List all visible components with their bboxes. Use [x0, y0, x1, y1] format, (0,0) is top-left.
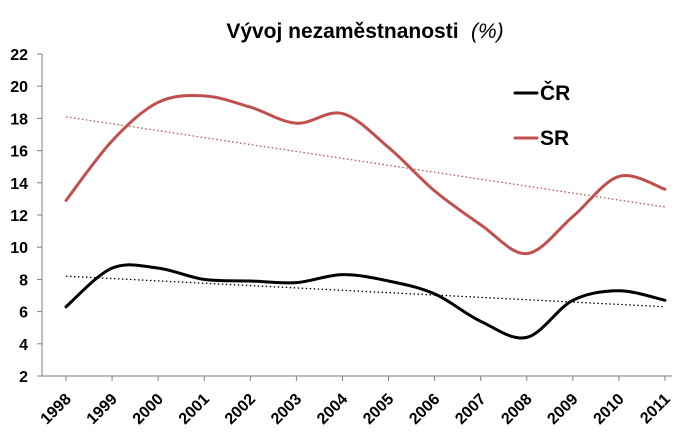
chart-title: Vývoj nezaměstnanosti (%) [226, 20, 503, 43]
trendlines [65, 116, 666, 308]
x-tick-label: 2010 [591, 391, 628, 428]
y-tick-label: 20 [10, 79, 28, 96]
x-tick-label: 2004 [314, 391, 351, 428]
legend-label-1: ČR [540, 81, 570, 105]
series-lines [64, 94, 667, 340]
x-tick-label: 2007 [452, 391, 489, 428]
x-tick-label: 2006 [406, 391, 443, 428]
x-tick-label: 2002 [222, 391, 259, 428]
y-tick-label: 10 [10, 240, 28, 257]
y-tick-label: 18 [10, 111, 28, 128]
trendline-2 [65, 116, 666, 208]
x-tick-label: 2009 [544, 391, 581, 428]
series-line-1 [64, 263, 667, 340]
trendline-1 [65, 275, 666, 308]
y-tick-label: 2 [19, 369, 28, 386]
y-tick-label: 12 [10, 208, 28, 225]
x-tick-label: 2008 [498, 391, 535, 428]
x-tick-label: 2003 [268, 391, 305, 428]
legend-label-2: SR [540, 127, 569, 150]
y-tick-label: 6 [19, 305, 28, 322]
legend: ČR SR [513, 81, 570, 150]
y-tick-label: 22 [10, 47, 28, 64]
chart-title-unit: (%) [471, 20, 504, 43]
x-tick-label: 1998 [38, 391, 75, 428]
series-line-2 [64, 94, 667, 256]
y-tick-label: 4 [19, 337, 28, 354]
x-tick-label: 1999 [84, 391, 121, 428]
chart-title-text: Vývoj nezaměstnanosti [226, 20, 458, 43]
y-tick-label: 14 [10, 176, 28, 193]
x-tick-label: 2000 [130, 391, 167, 428]
x-tick-label: 2011 [637, 391, 674, 428]
y-tick-label: 16 [10, 144, 28, 161]
x-tick-label: 2001 [176, 391, 213, 428]
x-tick-label: 2005 [360, 391, 397, 428]
y-tick-label: 8 [19, 272, 28, 289]
